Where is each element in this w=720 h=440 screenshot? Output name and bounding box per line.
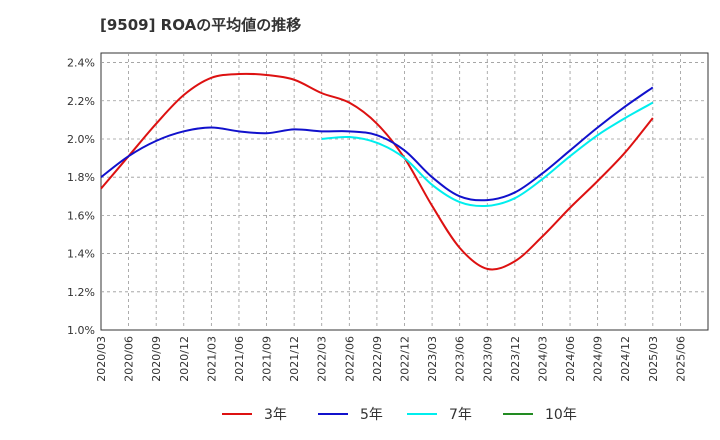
x-tick-label: 2022/06 [343, 336, 356, 382]
x-tick-label: 2024/12 [619, 336, 632, 382]
x-tick-label: 2025/06 [674, 336, 687, 382]
gridlines [101, 53, 708, 330]
x-tick-label: 2020/03 [95, 336, 108, 382]
series-line-3年 [100, 72, 654, 271]
x-axis-tick-labels: 2020/03 2020/06 2020/09 2020/12 2021/03 2021/… [95, 336, 687, 382]
x-tick-label: 2022/09 [371, 336, 384, 382]
legend-label: 5年 [360, 407, 383, 423]
y-tick-label: 1.0% [67, 324, 95, 337]
x-tick-label: 2022/03 [316, 336, 329, 382]
legend: 3年 5年 7年 10年 [222, 407, 577, 423]
y-tick-label: 2.0% [67, 133, 95, 146]
legend-label: 3年 [264, 407, 287, 423]
y-axis-tick-labels: 1.0% 1.2% 1.4% 1.6% 1.8% 2.0% 2.2% 2.4% [67, 57, 95, 337]
series-line-7年 [321, 101, 654, 207]
x-tick-label: 2024/06 [564, 336, 577, 382]
y-tick-label: 2.2% [67, 95, 95, 108]
x-tick-label: 2023/12 [509, 336, 522, 382]
y-tick-label: 1.6% [67, 209, 95, 222]
x-tick-label: 2020/09 [150, 336, 163, 382]
series-lines [100, 72, 654, 271]
legend-label: 7年 [449, 407, 472, 423]
x-tick-label: 2023/03 [426, 336, 439, 382]
y-tick-label: 1.4% [67, 248, 95, 261]
x-tick-label: 2024/09 [592, 336, 605, 382]
x-tick-label: 2023/06 [454, 336, 467, 382]
x-tick-label: 2024/03 [536, 336, 549, 382]
x-tick-label: 2022/12 [399, 336, 412, 382]
series-line-5年 [100, 86, 654, 202]
x-tick-label: 2025/03 [647, 336, 660, 382]
x-tick-label: 2021/06 [233, 336, 246, 382]
chart-title: [9509] ROAの平均値の推移 [100, 16, 302, 34]
x-tick-label: 2020/12 [178, 336, 191, 382]
x-tick-label: 2021/03 [205, 336, 218, 382]
x-tick-label: 2020/06 [123, 336, 136, 382]
x-tick-label: 2021/09 [261, 336, 274, 382]
y-tick-label: 1.2% [67, 286, 95, 299]
x-tick-label: 2023/09 [481, 336, 494, 382]
legend-label: 10年 [545, 407, 577, 423]
x-tick-label: 2021/12 [288, 336, 301, 382]
y-tick-label: 1.8% [67, 171, 95, 184]
y-tick-label: 2.4% [67, 57, 95, 70]
